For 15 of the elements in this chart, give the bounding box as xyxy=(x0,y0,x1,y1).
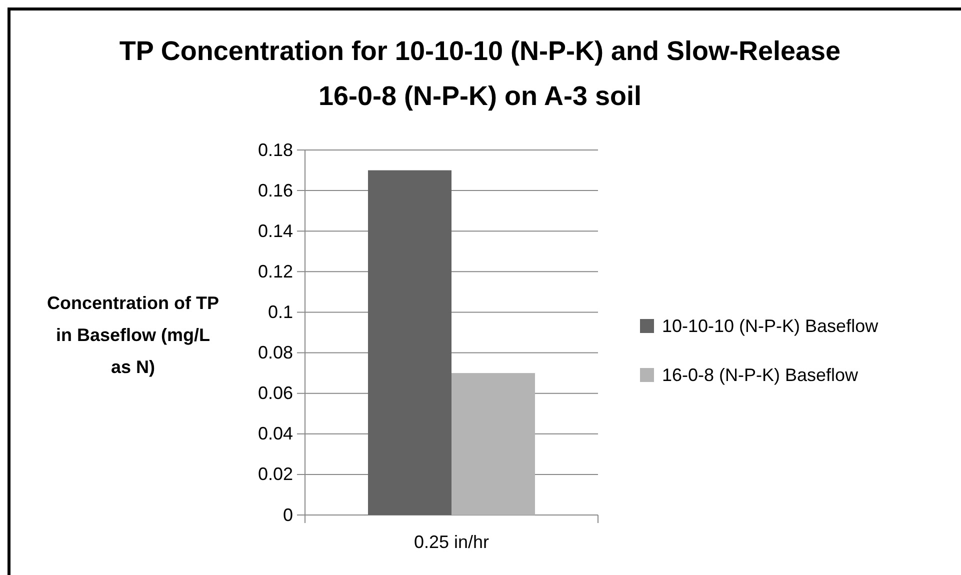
y-axis-title: Concentration of TP in Baseflow (mg/L as N) xyxy=(47,293,219,377)
y-tick-label: 0.16 xyxy=(258,180,293,200)
x-tick-label: 0.25 in/hr xyxy=(414,532,490,552)
y-tick-label: 0.04 xyxy=(258,424,293,444)
y-tick-label: 0.18 xyxy=(258,140,293,160)
y-tick-label: 0.14 xyxy=(258,220,293,241)
y-tick-label: 0.12 xyxy=(258,261,293,282)
y-tick-label: 0.1 xyxy=(268,302,293,322)
chart-title: TP Concentration for 10-10-10 (N-P-K) and Slow-Release 16-0-8 (N-P-K) on A-3 soil xyxy=(119,36,841,111)
legend-label: 16-0-8 (N-P-K) Baseflow xyxy=(662,365,860,385)
legend-label: 10-10-10 (N-P-K) Baseflow xyxy=(662,316,880,336)
y-tick-label: 0.02 xyxy=(258,464,293,484)
y-tick-label: 0 xyxy=(282,504,293,525)
y-tick-label: 0.08 xyxy=(258,342,293,363)
y-tick-label: 0.06 xyxy=(258,383,293,404)
